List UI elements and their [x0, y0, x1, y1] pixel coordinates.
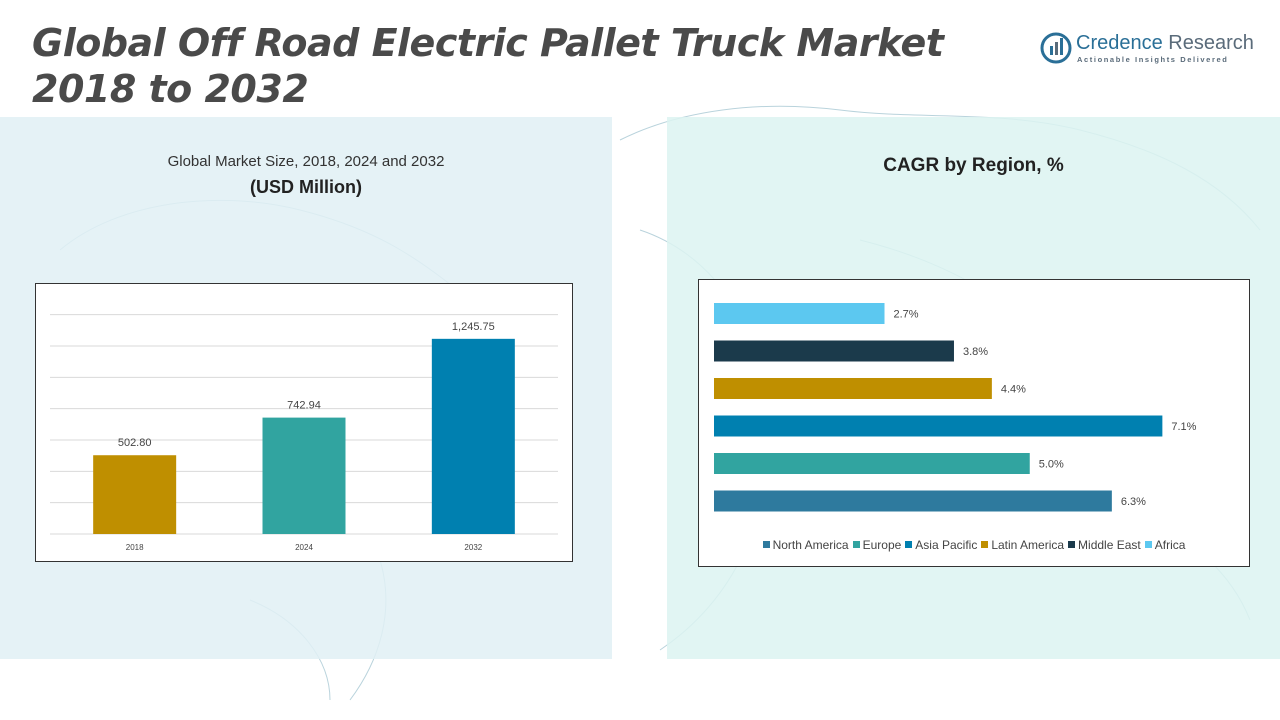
legend-swatch [852, 541, 860, 549]
logo-name-part2: Research [1168, 32, 1254, 54]
data-label-2032: 1,245.75 [452, 321, 495, 333]
legend-swatch [1144, 541, 1152, 549]
cagr-title: CAGR by Region, % [883, 155, 1064, 176]
cagr-horizontal-bar-chart: 2.7% 3.8% 4.4% 7.1% 5.0% 6.3% [714, 303, 1197, 512]
bar-2018 [93, 455, 177, 534]
bar-2032 [431, 338, 515, 534]
bar-north-america [714, 490, 1112, 512]
data-label-2024: 742.94 [287, 400, 321, 412]
data-label-latin-america: 4.4% [1001, 384, 1026, 396]
legend-item-asia-pacific: Asia Pacific [905, 538, 977, 552]
legend-label: Asia Pacific [915, 538, 978, 552]
market-size-chart: 502.80 2018 742.94 2024 1,245.75 2032 [35, 283, 573, 562]
data-label-asia-pacific: 7.1% [1171, 421, 1196, 433]
market-size-subtitle: Global Market Size, 2018, 2024 and 2032 [167, 153, 445, 170]
cagr-chart: 2.7% 3.8% 4.4% 7.1% 5.0% 6.3% North America Eu… [698, 279, 1250, 567]
bar-2024 [262, 417, 346, 534]
bar-latin-america [714, 378, 992, 399]
data-label-africa: 2.7% [894, 309, 919, 321]
market-size-unit: (USD Million) [250, 177, 362, 197]
legend-label: Latin America [991, 538, 1065, 552]
x-tick-2032: 2032 [464, 543, 482, 552]
legend-label: North America [772, 538, 849, 552]
legend-label: Middle East [1078, 538, 1141, 552]
logo-name: Credence Research [1076, 32, 1254, 55]
legend-item-north-america: North America [762, 538, 849, 552]
bar-africa [714, 303, 885, 324]
data-label-2018: 502.80 [118, 437, 152, 449]
legend-item-latin-america: Latin America [981, 538, 1064, 552]
logo-name-part1: Credence [1076, 32, 1163, 54]
credence-logo-icon [1040, 32, 1072, 64]
data-label-middle-east: 3.8% [963, 346, 988, 358]
legend-swatch [905, 541, 913, 549]
brand-logo[interactable]: Credence Research Actionable Insights De… [1040, 30, 1270, 70]
bar-middle-east [714, 340, 954, 362]
data-label-europe: 5.0% [1039, 459, 1064, 471]
x-tick-2024: 2024 [295, 543, 313, 552]
legend-swatch [762, 541, 770, 549]
cagr-legend: North America Europe Asia Pacific Latin Ame… [699, 538, 1249, 552]
legend-label: Africa [1154, 538, 1186, 552]
legend-item-middle-east: Middle East [1068, 538, 1141, 552]
legend-item-europe: Europe [852, 538, 902, 552]
legend-swatch [1068, 541, 1076, 549]
bar-asia-pacific [714, 415, 1163, 437]
title-line-2: 2018 to 2032 [32, 67, 309, 111]
bar-europe [714, 453, 1030, 474]
market-size-bar-chart: 502.80 2018 742.94 2024 1,245.75 2032 [50, 314, 558, 552]
x-tick-2018: 2018 [126, 543, 144, 552]
legend-swatch [981, 541, 989, 549]
logo-tagline: Actionable Insights Delivered [1077, 55, 1229, 64]
legend-label: Europe [862, 538, 902, 552]
legend-item-africa: Africa [1144, 538, 1186, 552]
data-label-north-america: 6.3% [1121, 496, 1146, 508]
title-line-1: Global Off Road Electric Pallet Truck Ma… [32, 21, 944, 65]
page-title: Global Off Road Electric Pallet Truck Ma… [32, 20, 992, 112]
